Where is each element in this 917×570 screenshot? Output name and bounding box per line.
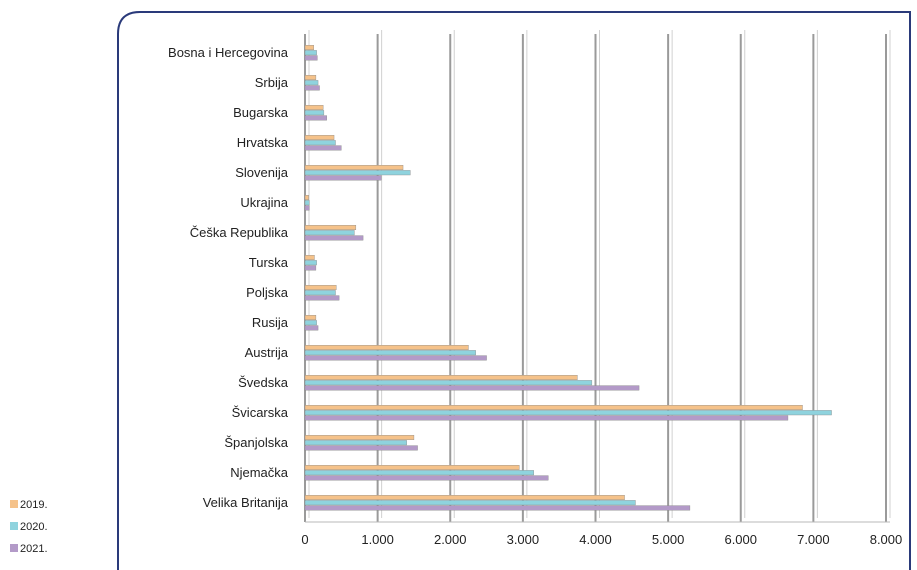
bar-velika-britanija-2021 <box>304 505 691 511</box>
category-label: Hrvatska <box>237 135 289 150</box>
bar-bosna-i-hercegovina-2019 <box>304 45 314 51</box>
bar-poljska-2021 <box>304 295 340 301</box>
category-label: Njemačka <box>230 465 289 480</box>
bar-ukrajina-2021 <box>304 205 310 211</box>
tick-labels: 0 1.000 2.000 3.000 4.000 5.000 6.000 7.000 8.00… <box>301 532 902 547</box>
bar-svicarska-2020 <box>304 410 832 416</box>
bar-svedska-2020 <box>304 380 593 386</box>
category-label: Srbija <box>255 75 289 90</box>
bar-njemacka-2020 <box>304 470 534 476</box>
category-label: Turska <box>249 255 289 270</box>
legend-label: 2020. <box>20 521 48 533</box>
bar-bugarska-2020 <box>304 110 325 116</box>
bar-srbija-2021 <box>304 85 320 91</box>
bar-svedska-2021 <box>304 385 640 391</box>
legend-swatch <box>10 522 18 530</box>
legend-label: 2021. <box>20 543 48 555</box>
bar-bosna-i-hercegovina-2020 <box>304 50 317 56</box>
bar-slovenija-2021 <box>304 175 382 181</box>
bar-ceska-republika-2021 <box>304 235 364 241</box>
category-label: Češka Republika <box>190 225 289 240</box>
bar-rusija-2019 <box>304 315 317 321</box>
legend: 2019. 2020. 2021. <box>10 499 48 555</box>
bar-ukrajina-2019 <box>304 194 309 200</box>
bar-turska-2019 <box>304 254 315 260</box>
bar-spanjolska-2021 <box>304 445 418 451</box>
bar-turska-2020 <box>304 260 317 266</box>
bar-austrija-2019 <box>304 345 469 351</box>
bar-austrija-2021 <box>304 355 487 361</box>
bar-njemacka-2019 <box>304 465 520 471</box>
bar-velika-britanija-2020 <box>304 500 636 506</box>
bar-hrvatska-2021 <box>304 145 342 151</box>
category-label: Rusija <box>252 315 289 330</box>
category-label: Austrija <box>245 345 289 360</box>
category-label: Švedska <box>238 375 289 390</box>
bar-velika-britanija-2019 <box>304 495 625 501</box>
bar-hrvatska-2020 <box>304 140 336 146</box>
legend-swatch <box>10 544 18 552</box>
bar-poljska-2020 <box>304 290 336 296</box>
bar-bugarska-2021 <box>304 115 327 121</box>
bar-slovenija-2019 <box>304 164 404 170</box>
bar-hrvatska-2019 <box>304 134 335 140</box>
category-label: Španjolska <box>224 435 288 450</box>
x-tick-label: 7.000 <box>797 532 830 547</box>
category-label: Velika Britanija <box>203 495 289 510</box>
bar-austrija-2020 <box>304 350 476 356</box>
category-label: Bugarska <box>233 105 289 120</box>
chart-frame <box>117 11 911 570</box>
x-tick-label: 4.000 <box>579 532 612 547</box>
category-label: Poljska <box>246 285 289 300</box>
bar-rusija-2021 <box>304 325 319 331</box>
category-label: Švicarska <box>232 405 289 420</box>
bar-srbija-2020 <box>304 80 319 86</box>
category-label: Ukrajina <box>240 195 288 210</box>
x-tick-label: 2.000 <box>434 532 467 547</box>
bar-ceska-republika-2019 <box>304 224 357 230</box>
gridlines <box>304 30 891 523</box>
bar-spanjolska-2020 <box>304 440 407 446</box>
category-labels: Bosna i Hercegovina Srbija Bugarska Hrvatsk… <box>168 45 289 510</box>
x-tick-label: 5.000 <box>652 532 685 547</box>
bar-slovenija-2020 <box>304 170 411 176</box>
bar-njemacka-2021 <box>304 475 549 481</box>
bar-srbija-2019 <box>304 74 317 80</box>
bar-svicarska-2021 <box>304 415 789 421</box>
bar-bosna-i-hercegovina-2021 <box>304 55 318 61</box>
legend-swatch <box>10 500 18 508</box>
bars <box>304 45 832 511</box>
x-tick-label: 6.000 <box>724 532 757 547</box>
category-label: Slovenija <box>235 165 289 180</box>
bar-svicarska-2019 <box>304 405 803 411</box>
bar-ceska-republika-2020 <box>304 230 355 236</box>
x-tick-label: 0 <box>301 532 308 547</box>
bar-bugarska-2019 <box>304 104 324 110</box>
bar-svedska-2019 <box>304 375 578 381</box>
legend-label: 2019. <box>20 499 48 511</box>
bar-poljska-2019 <box>304 285 337 291</box>
bar-ukrajina-2020 <box>304 200 310 206</box>
x-tick-label: 3.000 <box>507 532 540 547</box>
bar-rusija-2020 <box>304 320 317 326</box>
x-tick-label: 8.000 <box>870 532 903 547</box>
bar-turska-2021 <box>304 265 317 271</box>
category-label: Bosna i Hercegovina <box>168 45 289 60</box>
bar-spanjolska-2019 <box>304 435 415 441</box>
x-tick-label: 1.000 <box>361 532 394 547</box>
